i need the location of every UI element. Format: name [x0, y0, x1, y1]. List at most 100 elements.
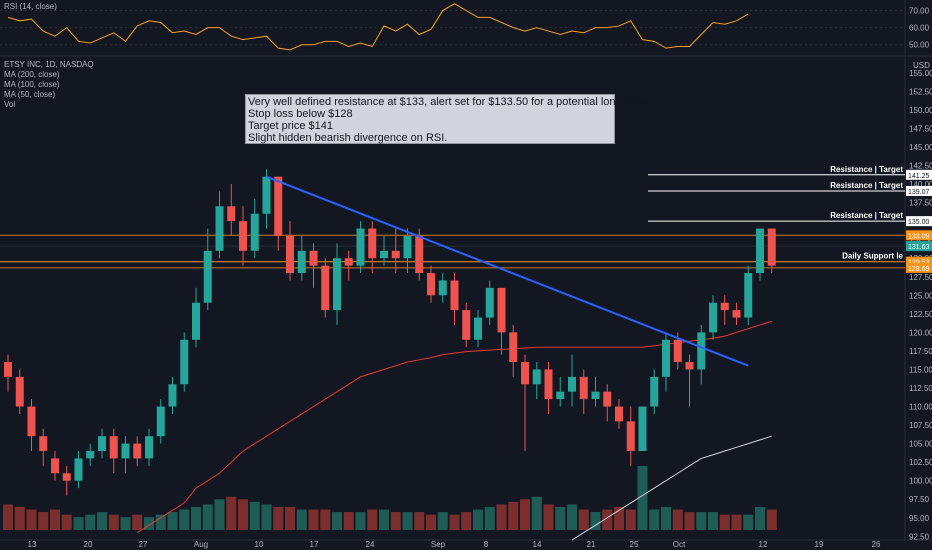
volume-bar	[214, 499, 225, 530]
rsi-tick-label: 60.00	[909, 24, 930, 33]
candle-body	[391, 250, 400, 259]
price-tag-bg	[906, 256, 932, 267]
date-tick-label: Oct	[673, 540, 686, 549]
volume-bar	[426, 514, 436, 530]
volume-bar	[155, 514, 166, 530]
volume-bar	[649, 509, 660, 530]
price-tick-label: 102.50	[909, 458, 932, 467]
candle-body	[180, 339, 189, 385]
volume-bar	[320, 509, 331, 530]
price-tick-label: 110.00	[909, 403, 932, 412]
candle-body	[4, 362, 12, 377]
volume-bar	[355, 512, 366, 530]
volume-bar	[367, 509, 378, 530]
price-tick-label: 140.00	[909, 180, 932, 189]
candle-body	[579, 376, 588, 400]
price-tick-label: 97.50	[909, 495, 930, 504]
date-tick-label: Sep	[431, 540, 446, 549]
candle-body	[286, 235, 294, 274]
date-tick-label: 25	[630, 540, 639, 549]
date-tick-label: 14	[533, 540, 542, 549]
volume-bar	[555, 506, 566, 530]
candle-body	[250, 213, 259, 251]
level-label: Resistance | Target	[830, 181, 903, 190]
candle-body	[485, 287, 494, 318]
volume-bar	[144, 517, 154, 530]
price-tag-text: 131.63	[908, 244, 930, 251]
annotation-line: Very well defined resistance at $133, al…	[248, 96, 652, 108]
price-tick-label: 112.50	[909, 384, 932, 393]
volume-bar	[402, 512, 413, 530]
volume-bar	[672, 509, 683, 530]
candle-body	[168, 384, 177, 407]
price-tag-bg	[906, 230, 932, 241]
volume-bar	[614, 506, 624, 530]
date-tick-label: 17	[310, 540, 319, 549]
volume-bar	[461, 512, 472, 530]
price-tag-bg	[906, 185, 932, 196]
volume-bar	[520, 499, 530, 530]
candle-body	[344, 258, 353, 266]
volume-bar	[332, 512, 342, 530]
volume-bar	[719, 514, 730, 530]
candle-body	[591, 391, 600, 400]
candle-body	[697, 332, 706, 370]
volume-bar	[285, 506, 295, 530]
volume-bar	[226, 496, 237, 530]
candle-body	[262, 176, 271, 214]
date-tick-label: 21	[587, 540, 596, 549]
candle-body	[532, 369, 541, 385]
volume-bar	[273, 506, 284, 530]
volume-bar	[567, 504, 577, 530]
price-tick-label: 142.50	[909, 162, 932, 171]
volume-bar	[661, 506, 671, 530]
rsi-tick-label: 70.00	[909, 7, 930, 16]
volume-bar	[414, 512, 425, 530]
candle-body	[450, 280, 459, 311]
symbol-legend: ETSY INC, 1D, NASDAQ MA (200, close) MA …	[4, 60, 94, 110]
annotation-line: Target price $141	[248, 120, 333, 132]
rsi-legend: RSI (14, close)	[4, 2, 57, 12]
candle-body	[333, 258, 341, 311]
price-tag-text: 141.25	[908, 173, 930, 180]
price-tag-bg	[906, 169, 932, 180]
date-tick-label: 24	[366, 540, 375, 549]
level-label: Resistance | Target	[830, 165, 903, 174]
symbol-title: ETSY INC, 1D, NASDAQ	[4, 60, 94, 69]
volume-bar	[484, 506, 495, 530]
candle-body	[380, 250, 388, 259]
candle-body	[403, 235, 412, 259]
candle-body	[462, 310, 471, 340]
candle-body	[732, 310, 741, 318]
volume-bar	[38, 512, 49, 530]
candle-body	[145, 436, 153, 459]
date-tick-label: 20	[84, 540, 93, 549]
price-tick-label: 115.00	[909, 365, 932, 374]
date-tick-label: 26	[872, 540, 881, 549]
candle-body	[626, 421, 635, 452]
candle-body	[309, 250, 318, 266]
candle-body	[438, 280, 447, 296]
price-tick-label: 105.00	[909, 440, 932, 449]
annotation-note[interactable]: Very well defined resistance at $133, al…	[245, 94, 652, 144]
price-tick-label: 147.50	[909, 124, 932, 133]
volume-bar	[696, 512, 707, 530]
volume-bar	[61, 514, 72, 530]
price-tick-label: 127.50	[909, 273, 932, 282]
candle-body	[15, 376, 24, 407]
date-tick-label: 27	[139, 540, 148, 549]
candle-body	[368, 228, 377, 259]
volume-bar	[261, 504, 272, 530]
volume-bar	[85, 514, 96, 530]
rsi-label: RSI (14, close)	[4, 2, 57, 11]
candle-body	[685, 362, 694, 370]
candle-body	[227, 206, 236, 222]
candle-body	[427, 273, 435, 296]
candle-body	[544, 369, 553, 400]
price-tick-label: 125.00	[909, 291, 932, 300]
volume-bar	[50, 509, 60, 530]
price-tag-text: 135.00	[908, 219, 930, 226]
price-tick-label: 122.50	[909, 310, 932, 319]
volume-bar	[202, 504, 213, 530]
